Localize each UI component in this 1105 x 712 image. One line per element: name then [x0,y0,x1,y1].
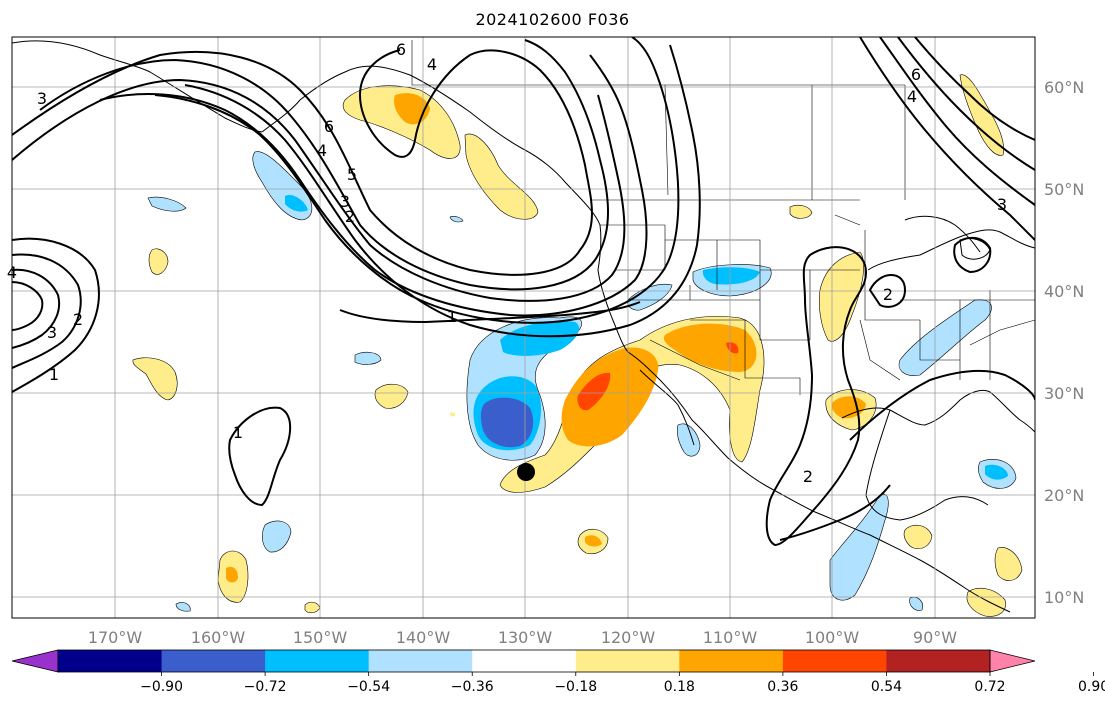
colorbar-tick-label: −0.36 [451,679,494,695]
lat-tick-label: 20°N [1044,486,1084,505]
contour-label: 4 [907,87,917,106]
contour-label: 2 [345,207,355,226]
colorbar-segment [368,650,473,672]
colorbar-tick-label: 0.54 [871,679,902,695]
anomaly-blue-upper [500,320,580,356]
colorbar-segment [58,650,163,672]
anomaly-red-main [577,372,611,411]
colorbar-segment [161,650,266,672]
contour-label: 2 [803,467,813,486]
colorbar-segment [782,650,887,672]
colorbar-segment [886,650,991,672]
colorbar-tick-label: 0.18 [664,679,695,695]
colorbar-tick-labels: −0.90 −0.72 −0.54 −0.36 −0.18 0.18 0.36 0.54 0.7… [140,672,1105,695]
lon-tick-label: 130°W [498,628,553,647]
lon-tick-label: 120°W [601,628,656,647]
contour-label: 4 [7,263,17,282]
colorbar-segment [472,650,577,672]
colorbar-extend-max [989,649,1036,673]
lat-tick-label: 40°N [1044,282,1084,301]
anomaly-blue-dark [480,397,534,448]
contour-label: 1 [447,307,457,326]
colorbar-frame [57,649,991,673]
colorbar-tick-label: 0.72 [974,679,1005,695]
colorbar-tick-label: −0.18 [554,679,597,695]
colorbar-segment [265,650,370,672]
colorbar [11,649,1036,673]
storm-marker [517,463,535,481]
contour-label: 3 [340,192,350,211]
lon-tick-label: 170°W [88,628,143,647]
colorbar-tick-label: 0.90 [1078,679,1105,695]
colorbar-tick-label: 0.36 [767,679,798,695]
coastlines [12,40,1035,613]
lat-tick-label: 50°N [1044,180,1084,199]
lat-tick-label: 30°N [1044,384,1084,403]
lat-tick-label: 10°N [1044,588,1084,607]
lon-tick-label: 110°W [703,628,758,647]
contour-label: 2 [73,310,83,329]
filled-anomalies [132,74,1023,617]
contour-label: 4 [427,55,437,74]
colorbar-tick-label: −0.54 [347,679,390,695]
colorbar-segment [575,650,680,672]
map-frame [11,36,1036,619]
political-borders [411,40,1035,395]
contour-label: 6 [396,40,406,59]
chart-title: 2024102600 F036 [475,10,630,29]
latitude-tick-labels: 60°N 50°N 40°N 30°N 20°N 10°N [1044,78,1084,607]
anomaly-orange-main [561,347,659,447]
lon-tick-label: 90°W [913,628,957,647]
lon-tick-label: 140°W [396,628,451,647]
lat-tick-label: 60°N [1044,78,1084,97]
lon-tick-label: 160°W [191,628,246,647]
contour-label: 1 [49,365,59,384]
lon-tick-label: 150°W [293,628,348,647]
contour-label: 3 [37,89,47,108]
contour-label: 3 [997,195,1007,214]
colorbar-segment [679,650,784,672]
contour-label: 6 [911,65,921,84]
grid [12,37,1035,618]
longitude-tick-labels: 170°W 160°W 150°W 140°W 130°W 120°W 110°W 100°W… [88,628,957,647]
contour-label: 3 [47,323,57,342]
contour-lines [12,37,1035,547]
lon-tick-label: 100°W [805,628,860,647]
colorbar-tick-label: −0.90 [140,679,183,695]
colorbar-tick-label: −0.72 [244,679,287,695]
contour-label: 1 [233,423,243,442]
colorbar-extend-min [11,649,59,673]
contour-label: 6 [324,117,334,136]
contour-label: 5 [347,165,357,184]
contour-label: 4 [317,141,327,160]
contour-label: 2 [883,285,893,304]
